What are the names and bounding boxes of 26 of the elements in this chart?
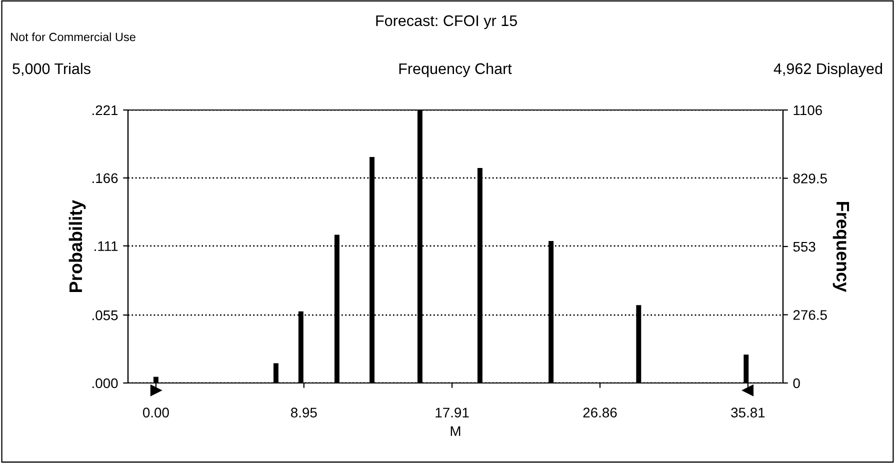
- text: 5,000 Trials: [12, 62, 90, 76]
- x-tick-label: 35.81: [731, 408, 765, 418]
- text: 4,962 Displayed: [774, 62, 882, 78]
- y-tick-label: .000: [92, 378, 118, 388]
- y2-tick-label: 553: [793, 242, 816, 252]
- x-tick-label: 8.95: [290, 408, 317, 418]
- y-axis-title: Probability: [68, 200, 86, 292]
- y2-tick-label: 0: [793, 378, 800, 388]
- y-tick-label: .111: [94, 241, 118, 251]
- y2-tick-label: 1106: [794, 105, 822, 116]
- bar: [636, 305, 642, 383]
- bar: [477, 168, 482, 383]
- bar: [273, 363, 278, 383]
- y2-tick-label: 276.5: [793, 310, 827, 320]
- text: Not for Commercial Use: [10, 32, 136, 42]
- x-tick-label: 0.00: [142, 408, 169, 418]
- x-tick-label: 26.86: [583, 408, 617, 418]
- y-tick-label: .166: [92, 173, 118, 184]
- y2-axis-title: Frequency: [832, 202, 850, 292]
- chart-subtitle: Frequency Chart: [399, 62, 512, 78]
- y-tick-label: .221: [92, 105, 118, 116]
- chart-title: Forecast: CFOI yr 15: [376, 15, 517, 30]
- y2-tick-label: 829.5: [793, 174, 827, 184]
- x-tick-label: 17.91: [436, 408, 469, 418]
- y-tick-label: .055: [92, 310, 118, 320]
- x-axis-title: M: [450, 426, 460, 436]
